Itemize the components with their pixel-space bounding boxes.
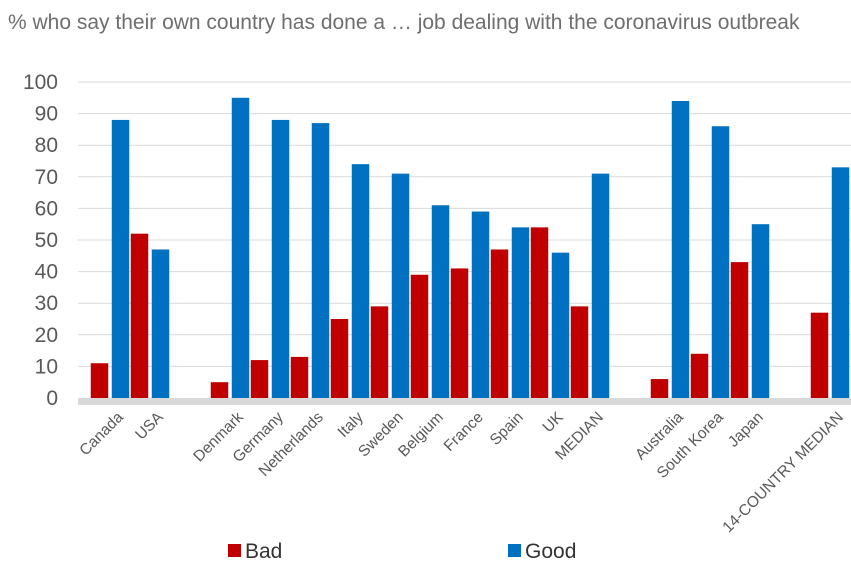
x-category-label: Italy — [335, 409, 367, 441]
y-tick-label: 100 — [23, 71, 58, 94]
bar-good: UK Good: 46 — [552, 253, 570, 398]
y-tick-label: 70 — [35, 166, 58, 189]
bar-good: South Korea Good: 86 — [712, 126, 730, 398]
bar-bad: Japan Bad: 43 — [731, 262, 749, 398]
bar-good: France Good: 59 — [472, 212, 490, 398]
bar-good: MEDIAN Good: 71 — [592, 174, 610, 398]
legend-label-good: Good — [525, 540, 576, 561]
bar-good: Italy Good: 74 — [352, 164, 370, 398]
x-axis-baseline — [78, 398, 851, 405]
bar-bad: Italy Bad: 25 — [331, 319, 349, 398]
bar-bad: Belgium Bad: 39 — [411, 275, 429, 398]
y-tick-label: 0 — [46, 387, 58, 410]
x-category-label: Japan — [725, 409, 767, 451]
y-axis-labels: 0 10 20 30 40 50 60 70 80 90 100 — [23, 71, 58, 410]
x-category-label: Spain — [487, 409, 527, 449]
bars: Canada Bad: 11Canada Good: 88USA Bad: 52… — [91, 98, 850, 398]
bar-bad: MEDIAN Bad: 29 — [571, 306, 589, 398]
bar-good: Netherlands Good: 87 — [312, 123, 330, 398]
bar-good: Germany Good: 88 — [272, 120, 290, 398]
bar-good: Sweden Good: 71 — [392, 174, 410, 398]
x-category-label: USA — [132, 408, 167, 443]
bar-bad: France Bad: 41 — [451, 268, 469, 398]
bar-good: USA Good: 47 — [152, 249, 170, 398]
bar-good: Denmark Good: 95 — [232, 98, 250, 398]
x-category-label: Canada — [76, 409, 127, 460]
legend-swatch-bad — [228, 544, 241, 557]
bar-bad: 14-COUNTRY MEDIAN Bad: 27 — [811, 313, 829, 398]
bar-bad: USA Bad: 52 — [131, 234, 149, 398]
legend-label-bad: Bad — [245, 540, 282, 561]
bar-bad: South Korea Bad: 14 — [691, 354, 709, 398]
bar-bad: Germany Bad: 12 — [251, 360, 269, 398]
x-category-label: France — [441, 409, 487, 455]
bar-bad: Sweden Bad: 29 — [371, 306, 389, 398]
bar-bad: Denmark Bad: 5 — [211, 382, 229, 398]
y-tick-label: 30 — [35, 292, 58, 315]
bar-bad: Canada Bad: 11 — [91, 363, 109, 398]
y-tick-label: 20 — [35, 324, 58, 347]
bar-bad: Spain Bad: 47 — [491, 249, 509, 398]
bar-bad: Australia Bad: 6 — [651, 379, 669, 398]
bar-good: Spain Good: 54 — [512, 227, 530, 398]
bar-good: Australia Good: 94 — [672, 101, 690, 398]
bar-bad: Netherlands Bad: 13 — [291, 357, 309, 398]
bar-good: Belgium Good: 61 — [432, 205, 450, 398]
y-tick-label: 50 — [35, 229, 58, 252]
y-tick-label: 90 — [35, 103, 58, 126]
legend-swatch-good — [508, 544, 521, 557]
x-category-label: UK — [540, 408, 568, 436]
legend: Bad Good — [228, 540, 576, 561]
bar-bad: UK Bad: 54 — [531, 227, 549, 398]
x-category-label: Belgium — [395, 409, 447, 461]
bar-good: Japan Good: 55 — [752, 224, 770, 398]
y-tick-label: 60 — [35, 197, 58, 220]
bar-good: Canada Good: 88 — [112, 120, 130, 398]
bar-good: 14-COUNTRY MEDIAN Good: 73 — [832, 167, 850, 398]
y-tick-label: 80 — [35, 134, 58, 157]
y-tick-label: 10 — [35, 355, 58, 378]
y-tick-label: 40 — [35, 261, 58, 284]
